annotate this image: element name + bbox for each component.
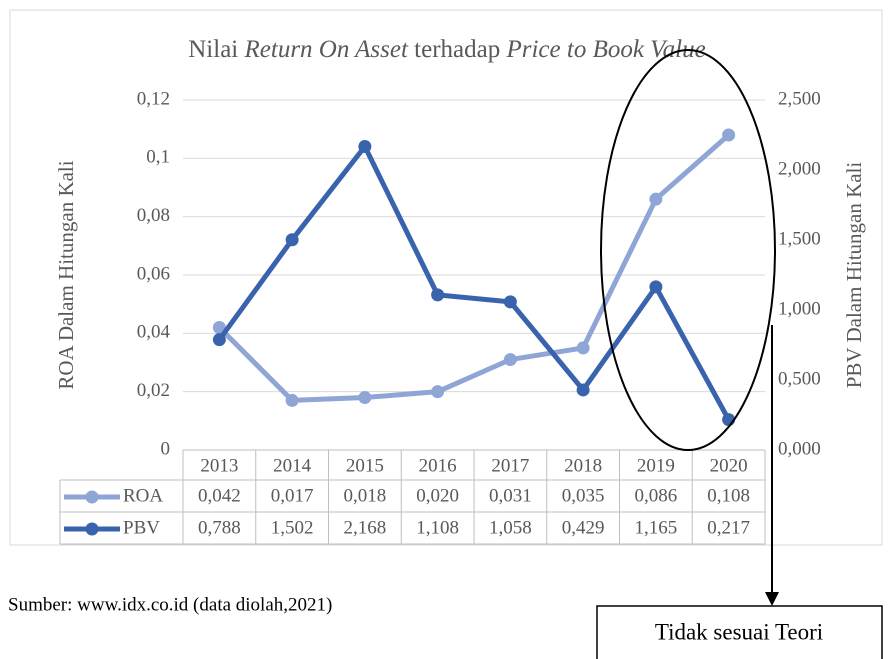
y2-tick-label: 2,000 <box>778 158 821 179</box>
table-value: 0,788 <box>198 517 241 538</box>
table-value: 0,017 <box>271 485 314 506</box>
title-part: terhadap <box>408 36 507 63</box>
annotation: Tidak sesuai Teori <box>655 619 823 644</box>
data-point <box>431 385 445 399</box>
table-value: 0,086 <box>635 485 678 506</box>
data-point <box>431 288 445 302</box>
title-part: Return On Asset <box>244 36 409 63</box>
y-tick-label: 0,12 <box>137 88 170 109</box>
data-point <box>358 139 372 153</box>
table-value: 0,429 <box>562 517 605 538</box>
series-line <box>217 133 731 403</box>
data-point <box>722 128 736 142</box>
arrow-head <box>765 592 779 606</box>
x-tick-label: 2013 <box>200 455 238 476</box>
data-point <box>358 391 372 404</box>
series-line <box>217 143 731 421</box>
table-value: 1,108 <box>416 517 459 538</box>
y-tick-label: 0,02 <box>137 380 170 401</box>
x-tick-label: 2015 <box>346 455 384 476</box>
y-tick-label: 0,08 <box>137 205 170 226</box>
chart-frame <box>9 9 883 546</box>
y2-tick-label: 1,000 <box>778 298 821 319</box>
highlight-ellipse <box>600 49 776 451</box>
table-value: 0,042 <box>198 485 241 506</box>
legend-label: ROA <box>123 485 163 506</box>
table-value: 1,165 <box>635 517 678 538</box>
data-point <box>503 295 517 309</box>
table-value: 1,502 <box>271 517 314 538</box>
table-value: 0,217 <box>707 517 750 538</box>
annotation-box <box>596 605 883 659</box>
data-point <box>576 341 590 355</box>
title-part: Nilai <box>188 36 244 63</box>
data-point <box>649 280 663 294</box>
y2-tick-label: 2,500 <box>778 88 821 109</box>
y2-tick-label: 1,500 <box>778 228 821 249</box>
data-point <box>285 233 299 247</box>
x-tick-label: 2019 <box>637 455 675 476</box>
table-value: 0,035 <box>562 485 605 506</box>
x-tick-label: 2020 <box>710 455 748 476</box>
data-point <box>212 333 226 347</box>
y-tick-label: 0,04 <box>137 322 171 343</box>
y-tick-label: 0 <box>161 438 171 459</box>
table-value: 2,168 <box>344 517 387 538</box>
y-axis-title: ROA Dalam Hitungan Kali <box>54 160 78 389</box>
data-point <box>503 353 517 367</box>
legend-marker <box>85 490 99 504</box>
table-value: 0,020 <box>416 485 459 506</box>
table-value: 0,108 <box>707 485 750 506</box>
data-point <box>649 192 663 206</box>
y2-axis-title: PBV Dalam Hitungan Kali <box>842 162 866 389</box>
legend-label: PBV <box>123 517 160 538</box>
x-tick-label: 2016 <box>419 455 457 476</box>
x-tick-label: 2018 <box>564 455 602 476</box>
table-value: 0,018 <box>344 485 387 506</box>
table-value: 0,031 <box>489 485 532 506</box>
table-value: 1,058 <box>489 517 532 538</box>
y2-tick-label: 0,500 <box>778 368 821 389</box>
data-point <box>576 383 590 397</box>
title-part: Price to Book Value <box>505 36 705 63</box>
y-tick-label: 0,1 <box>146 147 170 168</box>
legend-marker <box>85 522 99 536</box>
data-point <box>212 321 226 334</box>
y-tick-label: 0,06 <box>137 263 170 284</box>
source-note: Sumber: www.idx.co.id (data diolah,2021) <box>8 594 332 615</box>
chart-title: Nilai Return On Asset terhadap Price to … <box>188 36 705 63</box>
y2-tick-label: 0,000 <box>778 438 821 459</box>
x-tick-label: 2017 <box>491 455 529 476</box>
data-point <box>285 393 299 407</box>
x-tick-label: 2014 <box>273 455 312 476</box>
